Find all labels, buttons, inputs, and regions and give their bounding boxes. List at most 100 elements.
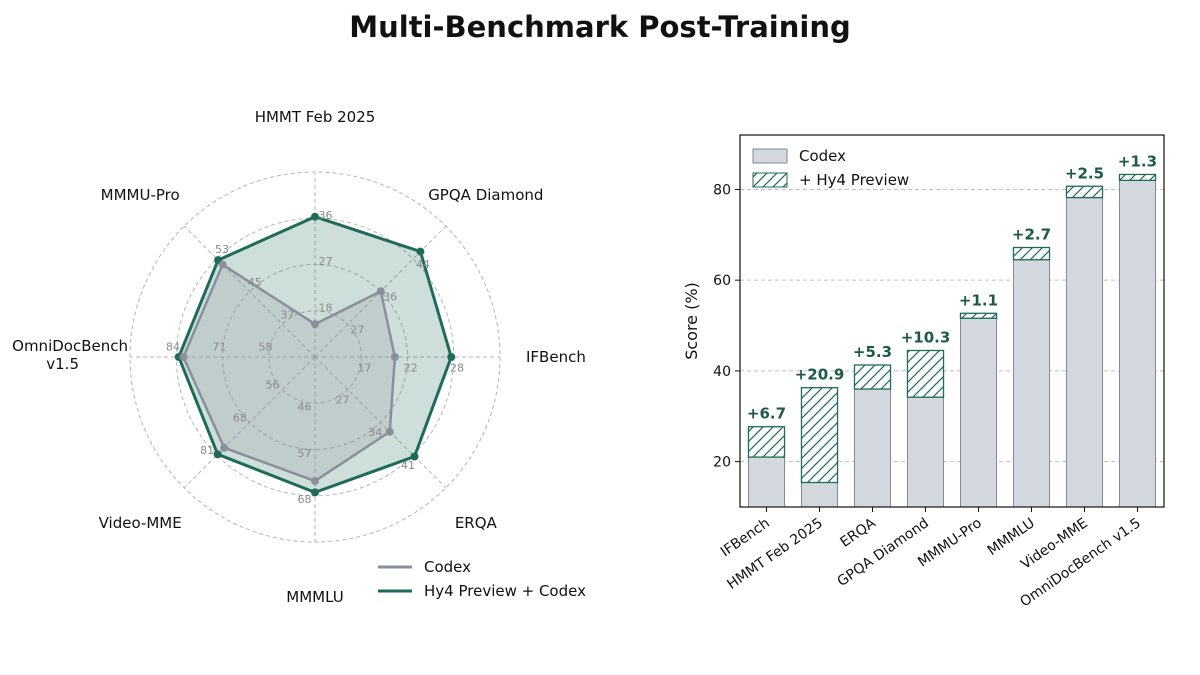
legend-label: Codex xyxy=(799,147,846,165)
bar-delta-label: +1.3 xyxy=(1118,152,1157,170)
radar-tick-label: 45 xyxy=(248,276,262,289)
radar-point xyxy=(376,287,385,296)
bar-group: +20.9 xyxy=(795,366,845,508)
y-tick-label: 80 xyxy=(713,182,731,198)
radar-tick-label: 22 xyxy=(404,362,418,375)
legend-swatch-codex xyxy=(752,148,788,164)
bar-group: +5.3 xyxy=(853,343,892,508)
bar-group: +6.7 xyxy=(747,405,786,508)
x-tick-label: ERQA xyxy=(838,515,880,551)
y-tick-label: 20 xyxy=(713,455,731,471)
radar-ring-1 xyxy=(268,310,362,404)
radar-tick-label: 27 xyxy=(319,255,333,268)
bar-codex xyxy=(747,456,786,508)
y-tick-label: 40 xyxy=(713,364,731,380)
radar-tick-label: 84 xyxy=(166,340,180,353)
plot-frame xyxy=(739,134,1165,508)
radar-point xyxy=(447,353,456,361)
radar-point xyxy=(416,247,425,256)
bar-codex xyxy=(959,317,998,508)
radar-point xyxy=(410,452,419,461)
radar-series-hy4 xyxy=(174,212,456,497)
radar-axis-label: IFBench xyxy=(526,348,586,366)
radar-tick-label: 41 xyxy=(401,459,415,472)
radar-axis-label: Video-MME xyxy=(99,514,182,532)
radar-tick-label: 57 xyxy=(297,447,311,460)
bar-codex xyxy=(1065,197,1104,508)
bar-hy4-gain xyxy=(906,349,945,398)
radar-tick-label: 27 xyxy=(336,393,350,406)
bar-delta-label: +6.7 xyxy=(747,405,786,423)
bar-codex xyxy=(853,388,892,508)
radar-tick-label: 28 xyxy=(450,362,464,375)
bar-codex xyxy=(800,482,839,508)
radar-spoke xyxy=(183,356,316,489)
radar-axis-label: HMMT Feb 2025 xyxy=(255,108,376,126)
bar-codex xyxy=(1118,179,1157,508)
radar-tick-label: 36 xyxy=(383,291,397,304)
radar-point xyxy=(311,320,319,329)
radar-tick-label: 46 xyxy=(297,401,311,414)
radar-tick-label: 53 xyxy=(215,243,229,256)
x-tick-label: HMMT Feb 2025 xyxy=(724,515,825,593)
radar-spoke xyxy=(183,225,316,358)
bar-hy4-gain xyxy=(800,387,839,484)
radar-point xyxy=(311,212,319,221)
bar-hy4-gain xyxy=(959,312,998,319)
radar-point xyxy=(390,353,399,361)
y-axis-label: Score (%) xyxy=(682,282,701,360)
radar-chart: 18 27 36 27 36 44 17 22 28 27 34 41 46 57 68 56 68 81 58 71… xyxy=(12,108,586,606)
bar-codex xyxy=(1012,259,1051,508)
x-tick-label: GPQA Diamond xyxy=(835,515,932,590)
bar-group: +2.5 xyxy=(1065,164,1104,508)
radar-axis-label: MMMLU xyxy=(286,588,343,606)
radar-point xyxy=(385,427,394,436)
bar-group: +1.3 xyxy=(1118,152,1157,508)
radar-tick-label: 37 xyxy=(280,309,294,322)
radar-point xyxy=(220,443,229,452)
bar-delta-label: +5.3 xyxy=(853,343,892,361)
radar-tick-label: 36 xyxy=(319,209,333,222)
bar-hy4-gain xyxy=(1065,185,1104,199)
radar-point xyxy=(311,488,319,497)
radar-tick-label: 56 xyxy=(266,379,280,392)
radar-tick-label: 81 xyxy=(200,444,214,457)
bar-delta-label: +20.9 xyxy=(795,366,845,384)
bar-hy4-gain xyxy=(747,426,786,458)
bar-hy4-gain xyxy=(1012,246,1051,261)
radar-legend: Codex Hy4 Preview + Codex xyxy=(378,558,586,600)
radar-series-codex xyxy=(179,260,399,486)
legend-label: + Hy4 Preview xyxy=(799,171,909,189)
radar-tick-label: 17 xyxy=(358,362,372,375)
legend-swatch-hy4 xyxy=(752,172,788,188)
radar-point xyxy=(311,477,319,486)
bar-delta-label: +2.7 xyxy=(1012,226,1051,244)
radar-tick-label: 18 xyxy=(319,301,333,314)
bar-group: +2.7 xyxy=(1012,226,1051,508)
bar-delta-label: +10.3 xyxy=(901,328,951,346)
radar-axis-label: OmniDocBench v1.5 xyxy=(12,337,128,373)
radar-tick-label: 44 xyxy=(416,258,430,271)
radar-tick-label: 68 xyxy=(297,493,311,506)
radar-spoke xyxy=(314,356,447,489)
radar-tick-label: 58 xyxy=(258,340,272,353)
bar-delta-label: +1.1 xyxy=(959,291,998,309)
radar-tick-label: 71 xyxy=(212,340,226,353)
radar-axis-label: MMMU-Pro xyxy=(101,186,180,204)
radar-tick-label: 34 xyxy=(368,426,382,439)
radar-point xyxy=(179,353,188,361)
radar-point xyxy=(218,260,227,269)
y-tick-label: 60 xyxy=(713,273,731,289)
radar-axis-label: ERQA xyxy=(455,514,498,532)
bar-hy4-gain xyxy=(1118,173,1157,182)
radar-axis-label: GPQA Diamond xyxy=(428,186,543,204)
legend-label: Codex xyxy=(424,558,471,576)
radar-tick-label: 27 xyxy=(350,323,364,336)
bar-group: +10.3 xyxy=(901,328,951,508)
legend-label: Hy4 Preview + Codex xyxy=(424,582,586,600)
bar-delta-label: +2.5 xyxy=(1065,164,1104,182)
radar-tick-label: 68 xyxy=(233,411,247,424)
bar-codex xyxy=(906,396,945,508)
radar-point xyxy=(213,450,222,459)
